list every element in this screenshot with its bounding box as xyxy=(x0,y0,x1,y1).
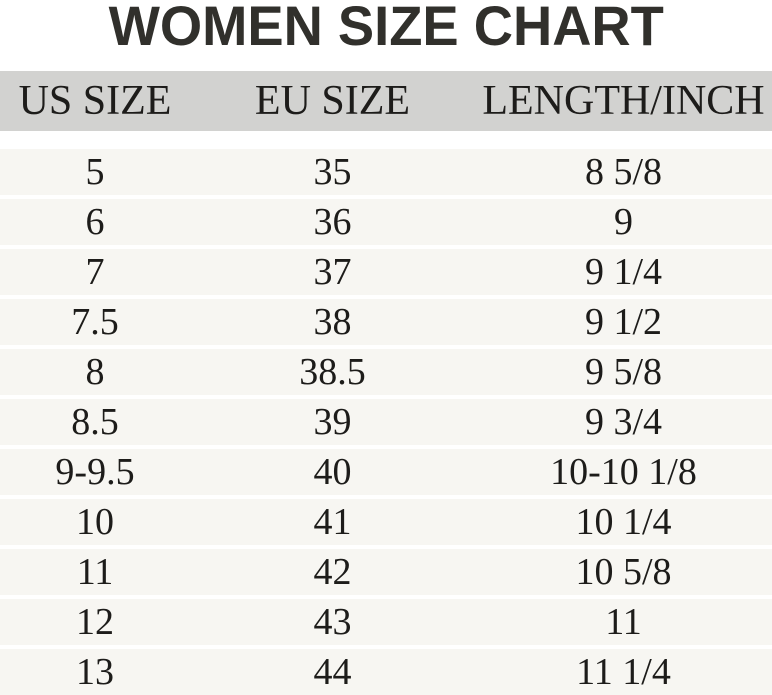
table-header-row: US SIZE EU SIZE LENGTH/INCH xyxy=(0,71,772,131)
cell-us-size: 7 xyxy=(85,251,105,293)
cell-eu-size: 40 xyxy=(313,451,352,493)
cell-eu-size: 38.5 xyxy=(299,351,366,393)
table-row: 8 38.5 9 5/8 xyxy=(0,349,772,395)
table-row: 9-9.5 40 10-10 1/8 xyxy=(0,449,772,495)
table-row: 7.5 38 9 1/2 xyxy=(0,299,772,345)
table-row: 5 35 8 5/8 xyxy=(0,149,772,195)
cell-eu-size: 38 xyxy=(313,301,352,343)
page-title-wrap: WOMEN SIZE CHART xyxy=(0,0,772,71)
cell-eu-size: 35 xyxy=(313,151,352,193)
cell-us-size: 12 xyxy=(76,601,114,643)
cell-us-size: 6 xyxy=(85,201,105,243)
cell-length-inch: 9 5/8 xyxy=(584,351,663,393)
cell-length-inch: 9 1/2 xyxy=(584,301,663,343)
table-row: 6 36 9 xyxy=(0,199,772,245)
cell-eu-size: 39 xyxy=(313,401,352,443)
cell-length-inch: 10-10 1/8 xyxy=(550,451,697,493)
cell-us-size: 13 xyxy=(76,651,114,693)
cell-us-size: 11 xyxy=(76,551,114,593)
cell-us-size: 8.5 xyxy=(71,401,119,443)
cell-length-inch: 8 5/8 xyxy=(584,151,663,193)
cell-length-inch: 10 1/4 xyxy=(575,501,672,543)
cell-eu-size: 42 xyxy=(313,551,352,593)
cell-us-size: 5 xyxy=(85,151,105,193)
cell-length-inch: 9 xyxy=(614,201,633,243)
cell-length-inch: 9 3/4 xyxy=(584,401,663,443)
table-row: 7 37 9 1/4 xyxy=(0,249,772,295)
cell-us-size: 9-9.5 xyxy=(55,451,135,493)
cell-eu-size: 36 xyxy=(313,201,352,243)
size-table-body: 5 35 8 5/8 6 36 9 7 37 9 1/4 7.5 38 9 1/2 8 38.5 9 5/8… xyxy=(0,149,772,695)
table-row: 10 41 10 1/4 xyxy=(0,499,772,545)
cell-length-inch: 11 1/4 xyxy=(576,651,671,693)
cell-eu-size: 37 xyxy=(313,251,352,293)
cell-length-inch: 9 1/4 xyxy=(584,251,663,293)
cell-length-inch: 11 xyxy=(605,601,642,643)
cell-eu-size: 41 xyxy=(313,501,352,543)
column-header-length-inch: LENGTH/INCH xyxy=(482,78,765,124)
table-row: 8.5 39 9 3/4 xyxy=(0,399,772,445)
table-row: 12 43 11 xyxy=(0,599,772,645)
table-row: 13 44 11 1/4 xyxy=(0,649,772,695)
page-title: WOMEN SIZE CHART xyxy=(108,0,664,57)
cell-length-inch: 10 5/8 xyxy=(575,551,672,593)
table-row: 11 42 10 5/8 xyxy=(0,549,772,595)
cell-us-size: 10 xyxy=(76,501,114,543)
column-header-eu-size: EU SIZE xyxy=(254,78,411,124)
cell-eu-size: 44 xyxy=(313,651,352,693)
column-header-us-size: US SIZE xyxy=(18,78,172,124)
cell-us-size: 7.5 xyxy=(71,301,119,343)
cell-us-size: 8 xyxy=(85,351,105,393)
cell-eu-size: 43 xyxy=(313,601,352,643)
header-gap xyxy=(0,131,772,149)
